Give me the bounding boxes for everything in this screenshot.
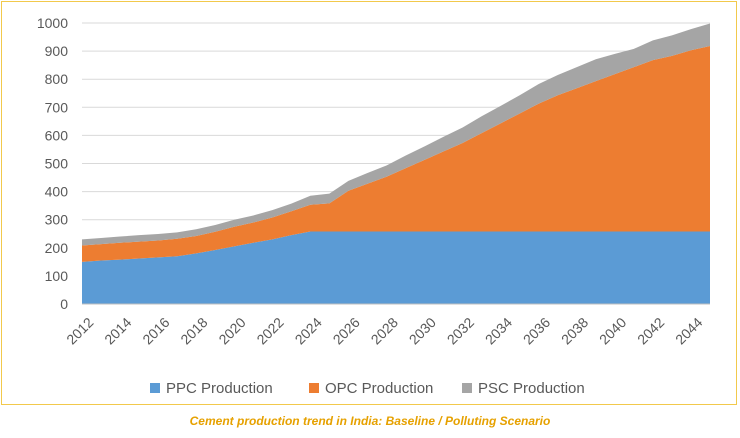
- area-series-psc-production: [82, 23, 710, 246]
- y-tick-labels: 0 100 200 300 400 500 600 700 800 900 1000: [37, 15, 68, 312]
- y-tick-label: 500: [45, 156, 69, 172]
- x-tick-label: 2018: [177, 314, 210, 347]
- x-tick-label: 2032: [444, 314, 477, 347]
- legend-swatch: [462, 383, 472, 393]
- y-tick-label: 100: [45, 268, 69, 284]
- y-tick-label: 1000: [37, 15, 68, 31]
- legend-label: OPC Production: [325, 380, 433, 397]
- chart-frame: 0 100 200 300 400 500 600 700 800 900 1000 2012 201…: [1, 1, 737, 405]
- x-tick-label: 2026: [330, 314, 363, 347]
- figure-caption: Cement production trend in India: Baseli…: [189, 414, 551, 428]
- x-tick-label: 2016: [139, 314, 172, 347]
- area-layer: [82, 23, 710, 304]
- x-tick-label: 2042: [634, 314, 667, 347]
- y-tick-label: 400: [45, 184, 69, 200]
- x-tick-label: 2044: [672, 314, 705, 347]
- area-series-opc-production: [82, 46, 710, 262]
- y-tick-label: 900: [45, 43, 69, 59]
- y-tick-label: 800: [45, 71, 69, 87]
- legend-label: PSC Production: [478, 380, 585, 397]
- x-tick-label: 2028: [368, 314, 401, 347]
- y-tick-label: 200: [45, 240, 69, 256]
- x-tick-labels: 2012 2014 2016 2018 2020 2022 2024 2026 2028 2030…: [63, 314, 705, 347]
- x-tick-label: 2030: [406, 314, 439, 347]
- y-tick-label: 300: [45, 212, 69, 228]
- x-tick-label: 2024: [291, 314, 324, 347]
- legend-label: PPC Production: [166, 380, 273, 397]
- x-tick-label: 2040: [596, 314, 629, 347]
- x-tick-label: 2036: [520, 314, 553, 347]
- x-tick-label: 2012: [63, 314, 96, 347]
- legend-swatch: [150, 383, 160, 393]
- x-tick-label: 2014: [101, 314, 134, 347]
- legend: PPC Production OPC Production PSC Producti…: [150, 380, 585, 397]
- area-series-ppc-production: [82, 231, 710, 304]
- x-tick-label: 2034: [482, 314, 515, 347]
- legend-swatch: [309, 383, 319, 393]
- x-tick-label: 2020: [215, 314, 248, 347]
- y-tick-label: 0: [60, 296, 68, 312]
- y-tick-label: 700: [45, 99, 69, 115]
- y-tick-label: 600: [45, 127, 69, 143]
- x-tick-label: 2038: [558, 314, 591, 347]
- x-tick-label: 2022: [253, 314, 286, 347]
